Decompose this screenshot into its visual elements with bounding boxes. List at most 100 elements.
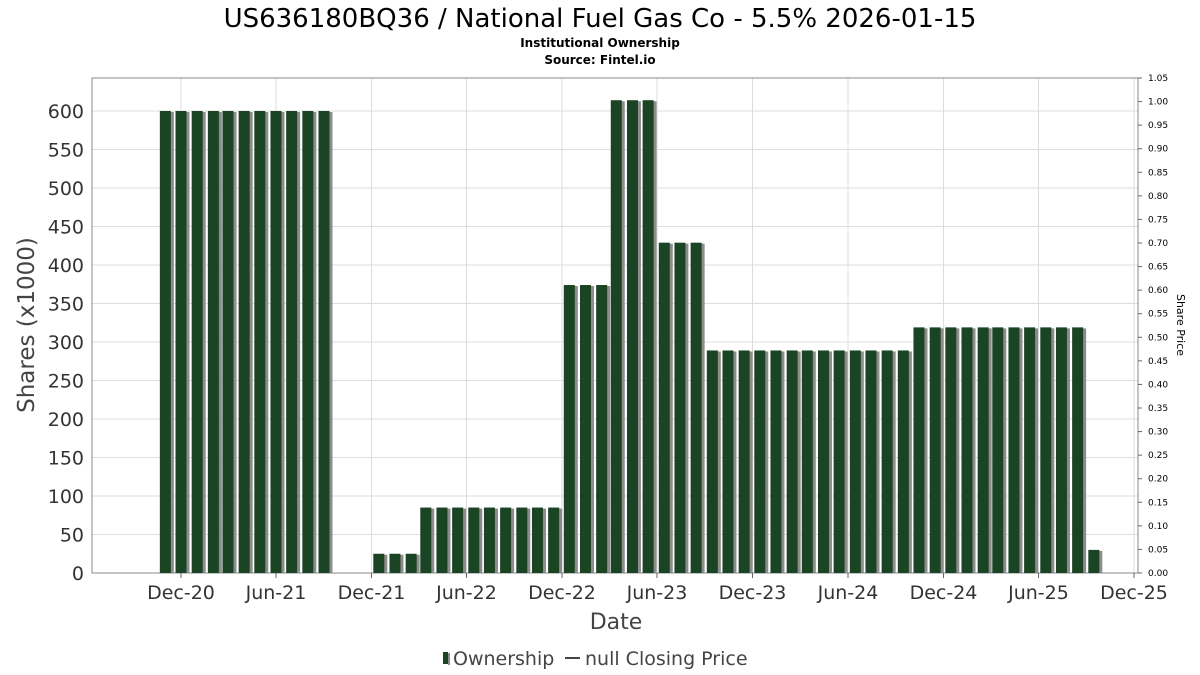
y2-tick-label: 0.45 bbox=[1148, 357, 1168, 367]
bar bbox=[865, 350, 880, 573]
bar-fill bbox=[786, 350, 798, 573]
bar-fill bbox=[801, 350, 813, 573]
bar bbox=[1072, 327, 1087, 573]
bar-fill bbox=[897, 350, 909, 573]
bar bbox=[658, 242, 673, 574]
x-tick-label: Jun-24 bbox=[817, 582, 879, 604]
bar bbox=[452, 507, 467, 573]
bar-fill bbox=[420, 507, 432, 573]
y2-tick-label: 0.10 bbox=[1148, 522, 1168, 532]
bar-fill bbox=[1008, 327, 1020, 573]
bar bbox=[175, 111, 190, 573]
bar bbox=[531, 507, 546, 573]
x-tick-label: Jun-21 bbox=[245, 582, 307, 604]
bar bbox=[222, 111, 237, 573]
bar-fill bbox=[626, 100, 638, 573]
bar-fill bbox=[738, 350, 750, 573]
bar bbox=[191, 111, 206, 573]
bar-fill bbox=[254, 111, 266, 573]
y-axis-title: Shares (x1000) bbox=[14, 237, 40, 413]
bars-layer bbox=[159, 100, 1103, 574]
y2-tick-label: 0.85 bbox=[1148, 168, 1168, 178]
bar-fill bbox=[1055, 327, 1067, 573]
bar-fill bbox=[191, 111, 203, 573]
bar bbox=[159, 111, 174, 573]
bar-fill bbox=[865, 350, 877, 573]
bar bbox=[849, 350, 864, 573]
bar-fill bbox=[436, 507, 448, 573]
x-tick-label: Dec-20 bbox=[147, 582, 215, 604]
bar-fill bbox=[302, 111, 314, 573]
bar bbox=[833, 350, 848, 573]
bar-fill bbox=[722, 350, 734, 573]
bar-fill bbox=[175, 111, 187, 573]
left-axis: 0 50 100 150 200 250 300 350 400 450 500 550 600 bbox=[48, 101, 84, 585]
bar-fill bbox=[500, 507, 512, 573]
bar bbox=[270, 111, 285, 573]
bar bbox=[254, 111, 269, 573]
y2-tick-label: 1.05 bbox=[1148, 74, 1168, 84]
y-tick-label: 250 bbox=[48, 371, 84, 393]
y-tick-label: 200 bbox=[48, 409, 84, 431]
bar-fill bbox=[548, 507, 560, 573]
bar bbox=[516, 507, 531, 573]
bar-fill bbox=[286, 111, 298, 573]
bar bbox=[596, 285, 611, 573]
bar-fill bbox=[849, 350, 861, 573]
bar bbox=[977, 327, 992, 573]
legend: Ownership null Closing Price bbox=[443, 648, 748, 670]
bar-fill bbox=[222, 111, 234, 573]
bar-fill bbox=[674, 242, 686, 574]
y-tick-label: 350 bbox=[48, 294, 84, 316]
bar-fill bbox=[977, 327, 989, 573]
legend-ownership-label: Ownership bbox=[453, 648, 554, 670]
bar-fill bbox=[690, 242, 702, 574]
legend-ownership-swatch bbox=[443, 652, 448, 664]
bar-fill bbox=[405, 553, 417, 573]
bar bbox=[674, 242, 689, 574]
x-axis-title: Date bbox=[590, 610, 643, 635]
bar-fill bbox=[992, 327, 1004, 573]
bar-fill bbox=[754, 350, 766, 573]
y-tick-label: 600 bbox=[48, 101, 84, 123]
y-tick-label: 0 bbox=[72, 563, 84, 585]
bar bbox=[436, 507, 451, 573]
bar-fill bbox=[270, 111, 282, 573]
bar-fill bbox=[770, 350, 782, 573]
bar bbox=[945, 327, 960, 573]
bar bbox=[992, 327, 1007, 573]
bar bbox=[563, 285, 578, 573]
bar bbox=[738, 350, 753, 573]
bar bbox=[897, 350, 912, 573]
bar-fill bbox=[706, 350, 718, 573]
chart-subtitle: Institutional Ownership bbox=[520, 36, 680, 50]
bar-fill bbox=[483, 507, 495, 573]
bar bbox=[286, 111, 301, 573]
bar bbox=[1088, 549, 1103, 573]
bar-fill bbox=[817, 350, 829, 573]
y-tick-label: 150 bbox=[48, 448, 84, 470]
bar-fill bbox=[658, 242, 670, 574]
x-tick-label: Jun-22 bbox=[435, 582, 497, 604]
x-tick-label: Jun-23 bbox=[626, 582, 688, 604]
bar bbox=[690, 242, 705, 574]
x-tick-label: Dec-22 bbox=[528, 582, 596, 604]
bar-fill bbox=[468, 507, 480, 573]
bar bbox=[722, 350, 737, 573]
bar bbox=[817, 350, 832, 573]
chart-title: US636180BQ36 / National Fuel Gas Co - 5.… bbox=[224, 4, 977, 34]
y2-tick-label: 1.00 bbox=[1148, 98, 1168, 108]
right-axis: 0.00 0.05 0.10 0.15 0.20 0.25 0.30 0.35 0.40 0.45… bbox=[1138, 74, 1168, 579]
bar bbox=[913, 327, 928, 573]
bar bbox=[1040, 327, 1055, 573]
bar-fill bbox=[833, 350, 845, 573]
x-tick-label: Dec-24 bbox=[910, 582, 978, 604]
bar-fill bbox=[642, 100, 654, 573]
bar-fill bbox=[913, 327, 925, 573]
y2-tick-label: 0.50 bbox=[1148, 333, 1168, 343]
y-tick-label: 50 bbox=[60, 525, 84, 547]
bar-fill bbox=[596, 285, 608, 573]
bar bbox=[786, 350, 801, 573]
bar bbox=[881, 350, 896, 573]
bar-fill bbox=[452, 507, 464, 573]
